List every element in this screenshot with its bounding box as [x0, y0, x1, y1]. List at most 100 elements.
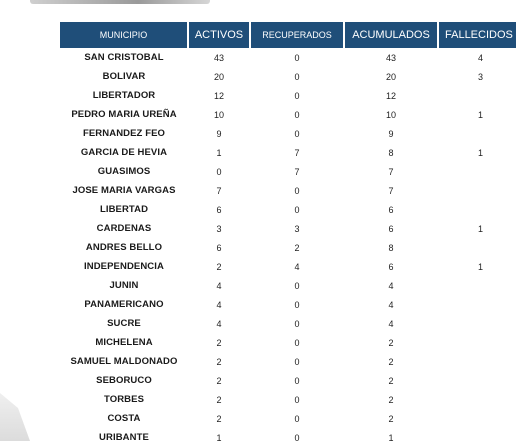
- table-row: SAN CRISTOBAL 43 0 43 4: [60, 48, 516, 67]
- municipio-stats-table: MUNICIPIO ACTIVOS RECUPERADOS ACUMULADOS…: [60, 22, 516, 447]
- activos-cell: 4: [216, 280, 222, 291]
- acumulados-cell: 43: [385, 52, 396, 63]
- activos-cell: 6: [216, 242, 222, 253]
- table-row: PEDRO MARIA UREÑA 10 0 10 1: [60, 105, 516, 124]
- table-header: MUNICIPIO ACTIVOS RECUPERADOS ACUMULADOS…: [60, 22, 516, 48]
- header-row: MUNICIPIO ACTIVOS RECUPERADOS ACUMULADOS…: [60, 22, 516, 48]
- fallecidos-cell: 3: [478, 71, 484, 82]
- municipio-cell: SAN CRISTOBAL: [84, 52, 164, 63]
- table-row: SEBORUCO 2 0 2: [60, 371, 516, 390]
- table-row: ANDRES BELLO 6 2 8: [60, 238, 516, 257]
- top-decorative-strip: [30, 0, 210, 4]
- recuperados-cell: 0: [294, 90, 300, 101]
- recuperados-cell: 0: [294, 128, 300, 139]
- acumulados-cell: 2: [388, 375, 394, 386]
- activos-cell: 2: [216, 375, 222, 386]
- fallecidos-cell: [438, 86, 516, 105]
- activos-cell: 20: [213, 71, 224, 82]
- table-row: CARDENAS 3 3 6 1: [60, 219, 516, 238]
- table-row: INDEPENDENCIA 2 4 6 1: [60, 257, 516, 276]
- recuperados-cell: 0: [294, 375, 300, 386]
- table-row: SAMUEL MALDONADO 2 0 2: [60, 352, 516, 371]
- recuperados-cell: 0: [294, 280, 300, 291]
- fallecidos-cell: [438, 200, 516, 219]
- acumulados-cell: 8: [388, 242, 394, 253]
- recuperados-cell: 0: [294, 432, 300, 443]
- municipio-cell: PANAMERICANO: [84, 299, 164, 310]
- acumulados-cell: 6: [388, 261, 394, 272]
- header-recuperados: RECUPERADOS: [250, 22, 345, 48]
- activos-cell: 2: [216, 394, 222, 405]
- recuperados-cell: 0: [294, 109, 300, 120]
- recuperados-cell: 7: [294, 166, 300, 177]
- fallecidos-cell: [438, 409, 516, 428]
- recuperados-cell: 0: [294, 337, 300, 348]
- fallecidos-cell: [438, 124, 516, 143]
- municipio-cell: GARCIA DE HEVIA: [80, 147, 168, 158]
- table-row: COSTA 2 0 2: [60, 409, 516, 428]
- recuperados-cell: 3: [294, 223, 300, 234]
- municipio-cell: URIBANTE: [99, 432, 149, 443]
- municipio-cell: INDEPENDENCIA: [84, 261, 164, 272]
- municipio-cell: LIBERTADOR: [92, 90, 156, 101]
- table-row: URIBANTE 1 0 1: [60, 428, 516, 447]
- fallecidos-cell: [438, 162, 516, 181]
- acumulados-cell: 12: [385, 90, 396, 101]
- header-acumulados: ACUMULADOS: [344, 22, 439, 48]
- table-row: BOLIVAR 20 0 20 3: [60, 67, 516, 86]
- recuperados-cell: 0: [294, 71, 300, 82]
- activos-cell: 43: [213, 52, 224, 63]
- table-row: LIBERTAD 6 0 6: [60, 200, 516, 219]
- municipio-cell: TORBES: [103, 394, 144, 405]
- municipio-cell: ANDRES BELLO: [85, 242, 163, 253]
- acumulados-cell: 7: [388, 166, 394, 177]
- activos-cell: 2: [216, 261, 222, 272]
- activos-cell: 4: [216, 299, 222, 310]
- acumulados-cell: 2: [388, 356, 394, 367]
- recuperados-cell: 0: [294, 356, 300, 367]
- municipio-cell: FERNANDEZ FEO: [82, 128, 166, 139]
- acumulados-cell: 1: [388, 432, 394, 443]
- acumulados-cell: 4: [388, 318, 394, 329]
- acumulados-cell: 20: [385, 71, 396, 82]
- municipio-cell: SAMUEL MALDONADO: [70, 356, 178, 367]
- acumulados-cell: 2: [388, 413, 394, 424]
- acumulados-cell: 6: [388, 204, 394, 215]
- fallecidos-cell: [438, 333, 516, 352]
- recuperados-cell: 4: [294, 261, 300, 272]
- recuperados-cell: 2: [294, 242, 300, 253]
- table-row: JUNIN 4 0 4: [60, 276, 516, 295]
- municipio-cell: SUCRE: [107, 318, 141, 329]
- recuperados-cell: 0: [294, 52, 300, 63]
- fallecidos-cell: [438, 352, 516, 371]
- municipio-cell: JOSE MARIA VARGAS: [72, 185, 176, 196]
- activos-cell: 1: [216, 147, 222, 158]
- municipio-cell: GUASIMOS: [97, 166, 151, 177]
- recuperados-cell: 0: [294, 318, 300, 329]
- recuperados-cell: 0: [294, 185, 300, 196]
- fallecidos-cell: 1: [478, 223, 484, 234]
- fallecidos-cell: [438, 314, 516, 333]
- acumulados-cell: 6: [388, 223, 394, 234]
- header-municipio: MUNICIPIO: [60, 22, 189, 48]
- table-row: LIBERTADOR 12 0 12: [60, 86, 516, 105]
- table-row: PANAMERICANO 4 0 4: [60, 295, 516, 314]
- municipio-cell: CARDENAS: [96, 223, 152, 234]
- municipio-table-container: MUNICIPIO ACTIVOS RECUPERADOS ACUMULADOS…: [60, 22, 516, 447]
- fallecidos-cell: [438, 238, 516, 257]
- activos-cell: 6: [216, 204, 222, 215]
- municipio-cell: COSTA: [107, 413, 141, 424]
- activos-cell: 7: [216, 185, 222, 196]
- acumulados-cell: 2: [388, 394, 394, 405]
- activos-cell: 0: [216, 166, 222, 177]
- recuperados-cell: 0: [294, 413, 300, 424]
- fallecidos-cell: 1: [478, 109, 484, 120]
- acumulados-cell: 4: [388, 299, 394, 310]
- activos-cell: 9: [216, 128, 222, 139]
- acumulados-cell: 4: [388, 280, 394, 291]
- table-row: MICHELENA 2 0 2: [60, 333, 516, 352]
- table-row: JOSE MARIA VARGAS 7 0 7: [60, 181, 516, 200]
- acumulados-cell: 8: [388, 147, 394, 158]
- fallecidos-cell: [438, 428, 516, 447]
- fallecidos-cell: [438, 390, 516, 409]
